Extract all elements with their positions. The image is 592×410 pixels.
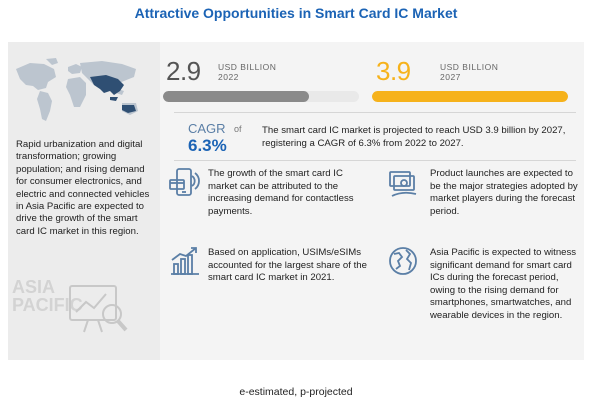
bar-2027 [372, 91, 568, 102]
page-title: Attractive Opportunities in Smart Card I… [134, 5, 458, 21]
year-2027-label: 2027 [440, 72, 461, 82]
region-description: Rapid urbanization and digital transform… [16, 139, 150, 237]
analytics-magnifier-icon [69, 285, 128, 333]
insight-contactless: The growth of the smart card IC market c… [208, 168, 354, 217]
bar-track-2022 [163, 91, 359, 102]
insight-asia-pacific: Asia Pacific is expected to witness sign… [430, 247, 577, 321]
globe-icon [389, 247, 417, 275]
cagr-value: 6.3% [188, 136, 227, 155]
unit-2027-label: USD BILLION [440, 62, 499, 72]
region-label-line1: ASIA [12, 277, 56, 297]
divider [174, 112, 576, 113]
value-2022: 2.9 [166, 56, 201, 86]
unit-2027: USD BILLION 2027 [440, 62, 498, 82]
unit-2022: USD BILLION 2022 [218, 62, 276, 82]
cagr-of-label: of [234, 124, 242, 134]
footnote: e-estimated, p-projected [239, 386, 353, 398]
region-label-line2: PACIFIC [12, 295, 83, 315]
growth-chart-icon [171, 247, 199, 275]
value-2027: 3.9 [376, 56, 411, 86]
region-label: ASIA PACIFIC [12, 278, 83, 314]
cagr-label: CAGR [188, 121, 226, 136]
insight-application: Based on application, USIMs/eSIMs accoun… [208, 247, 367, 283]
year-2022-label: 2022 [218, 72, 239, 82]
bar-2022 [163, 91, 309, 102]
product-launch-icon [389, 171, 417, 197]
insight-product-launches: Product launches are expected to be the … [430, 168, 578, 217]
world-map-icon [16, 58, 138, 121]
unit-2022-label: USD BILLION [218, 62, 277, 72]
bar-track-2027 [372, 91, 568, 102]
divider [174, 160, 576, 161]
cagr-description: The smart card IC market is projected to… [262, 125, 566, 149]
mobile-payment-icon [169, 168, 200, 196]
